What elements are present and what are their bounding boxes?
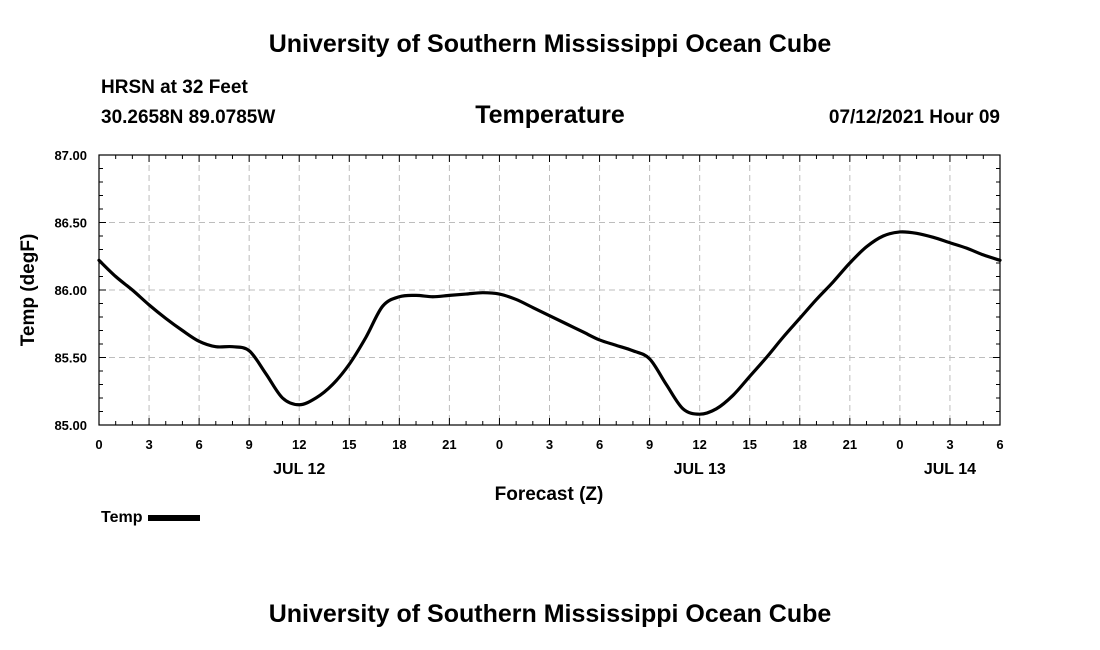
- series-line-temp: [97, 230, 1002, 416]
- x-tick-label: 21: [843, 437, 857, 452]
- timestamp-label: 07/12/2021 Hour 09: [828, 107, 1000, 128]
- plot-frame: [98, 154, 1001, 426]
- x-tick-label: 15: [742, 437, 756, 452]
- tick-layer: [98, 154, 1001, 426]
- x-tick-label: 6: [596, 437, 603, 452]
- legend-swatch: [148, 514, 201, 521]
- bottom-title: University of Southern Mississippi Ocean…: [268, 600, 832, 628]
- x-tick-label: 9: [646, 437, 653, 452]
- x-tick-label: 3: [546, 437, 553, 452]
- x-tick-label: 18: [392, 437, 406, 452]
- x-tick-label: 9: [246, 437, 253, 452]
- x-tick-label: 18: [793, 437, 807, 452]
- date-label: JUL 13: [674, 461, 726, 478]
- x-tick-label: 21: [442, 437, 456, 452]
- y-tick-label: 87.00: [54, 148, 87, 163]
- x-tick-label: 12: [292, 437, 306, 452]
- chart-title: Temperature: [475, 101, 625, 129]
- date-label: JUL 14: [924, 461, 976, 478]
- x-tick-label: 6: [996, 437, 1003, 452]
- y-tick-label: 85.50: [54, 351, 87, 366]
- top-title: University of Southern Mississippi Ocean…: [268, 30, 832, 58]
- y-tick-label: 86.00: [54, 283, 87, 298]
- x-tick-label: 6: [195, 437, 202, 452]
- x-tick-label: 0: [896, 437, 903, 452]
- legend: Temp: [101, 509, 201, 527]
- station-label: HRSN at 32 Feet: [101, 77, 248, 98]
- x-tick-label: 15: [342, 437, 356, 452]
- date-label: JUL 12: [273, 461, 325, 478]
- x-axis-title: Forecast (Z): [495, 484, 604, 505]
- legend-label: Temp: [101, 509, 143, 526]
- grid-layer: [99, 155, 1000, 425]
- label-layer: 0 3 6 9 12 15 18 21 0 3 6 9 12 15 18 21 0 3 6 85.00 85.50 86.…: [54, 148, 1003, 478]
- coordinates-label: 30.2658N 89.0785W: [101, 107, 276, 128]
- series-layer: [97, 230, 1002, 416]
- y-axis-title: Temp (degF): [18, 234, 39, 347]
- x-tick-label: 0: [496, 437, 503, 452]
- x-tick-label: 3: [145, 437, 152, 452]
- y-tick-label: 85.00: [54, 418, 87, 433]
- x-tick-label: 0: [95, 437, 102, 452]
- y-tick-label: 86.50: [54, 216, 87, 231]
- x-tick-label: 12: [692, 437, 706, 452]
- x-tick-label: 3: [946, 437, 953, 452]
